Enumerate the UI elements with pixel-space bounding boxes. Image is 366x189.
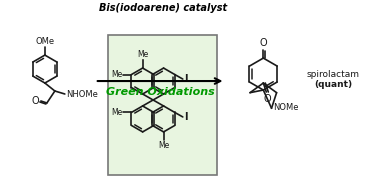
Text: OMe: OMe — [36, 37, 55, 46]
Text: I: I — [184, 112, 187, 122]
Bar — [108, 35, 217, 175]
Text: Me: Me — [137, 50, 148, 59]
Text: Green Oxidations: Green Oxidations — [106, 87, 214, 97]
Text: O: O — [31, 96, 39, 106]
Text: spirolactam: spirolactam — [307, 70, 360, 79]
Text: Bis(iodoarene) catalyst: Bis(iodoarene) catalyst — [98, 3, 227, 13]
Text: I: I — [184, 74, 187, 84]
Text: (quant): (quant) — [314, 80, 352, 88]
Text: Me: Me — [111, 108, 122, 117]
Text: O: O — [259, 38, 267, 48]
Text: O: O — [264, 94, 271, 104]
Text: NHOMe: NHOMe — [66, 90, 98, 98]
Text: NOMe: NOMe — [273, 103, 299, 112]
Text: Me: Me — [158, 141, 169, 150]
Text: Me: Me — [111, 70, 122, 79]
